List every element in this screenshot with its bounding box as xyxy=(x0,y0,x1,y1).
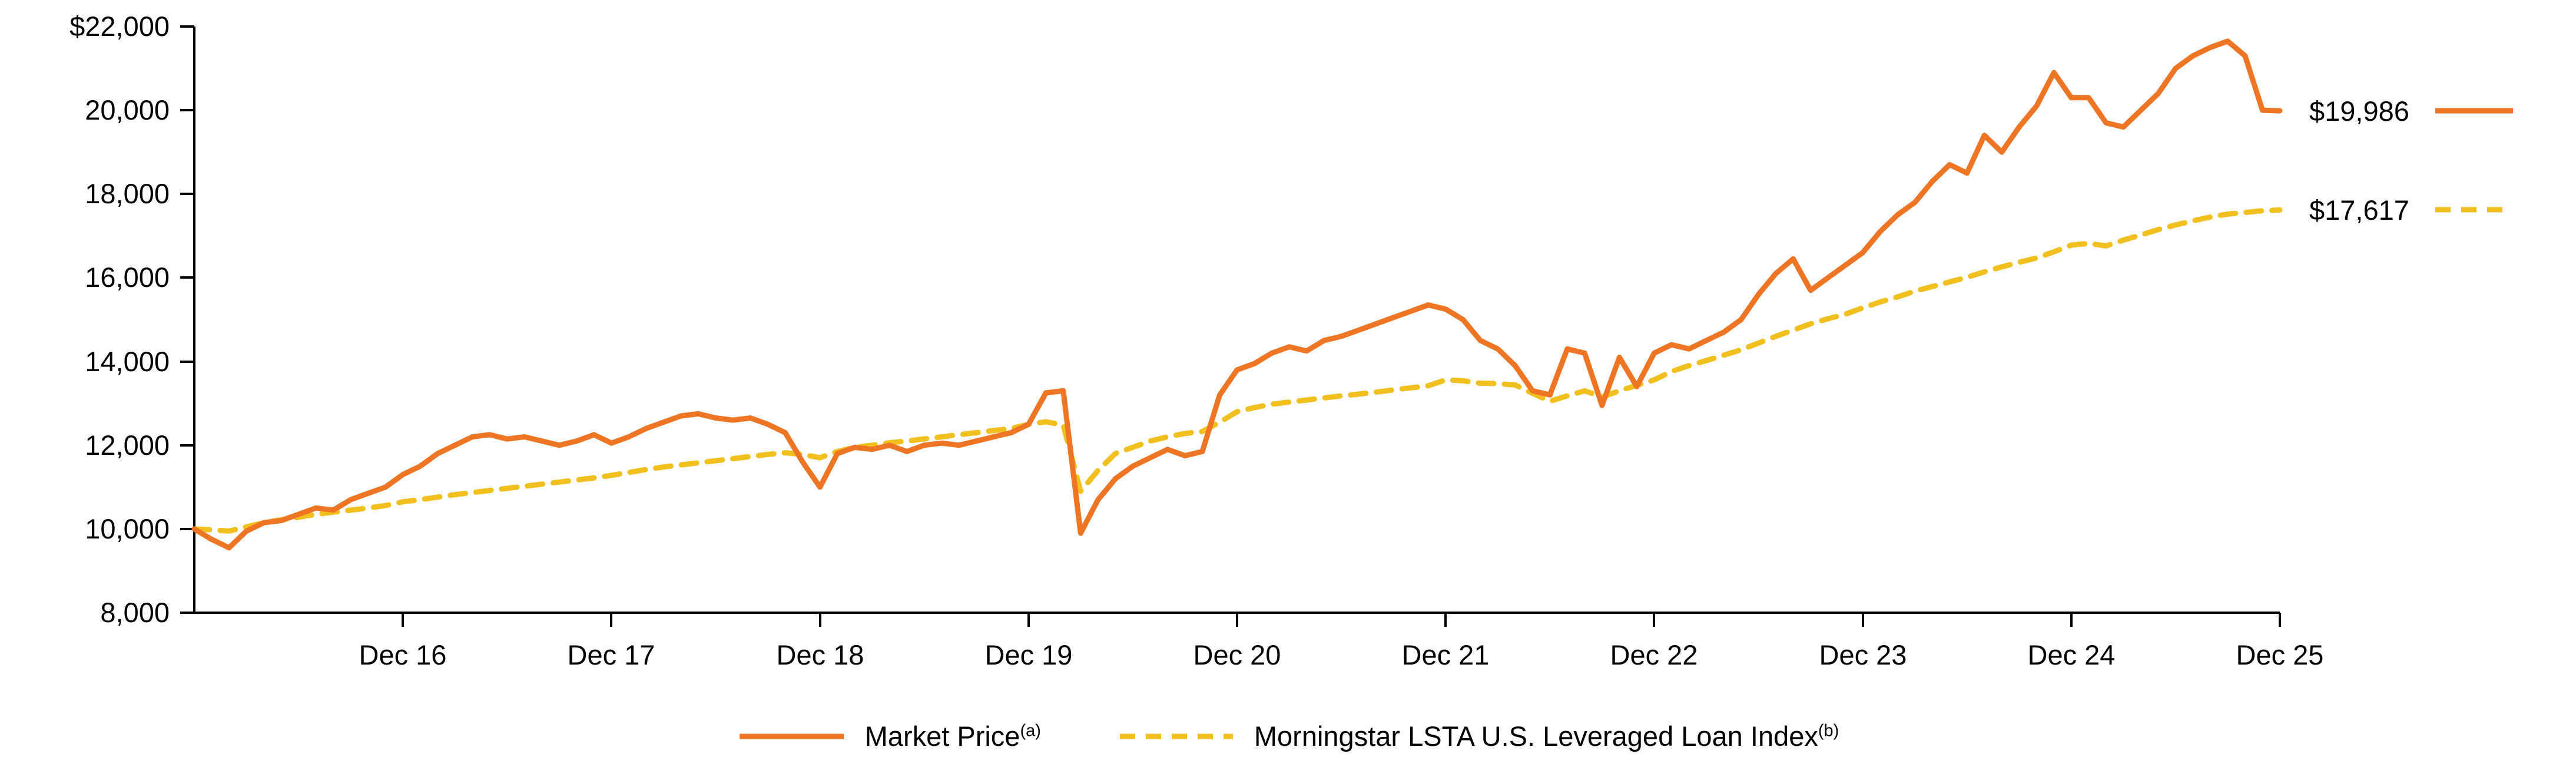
market-price-line-sample xyxy=(739,733,844,739)
y-axis-label: 18,000 xyxy=(85,178,170,209)
x-axis-label: Dec 22 xyxy=(1610,639,1698,670)
market-price-line xyxy=(191,38,2283,551)
x-axis-label: Dec 17 xyxy=(568,639,655,670)
end-label-market: $19,986 xyxy=(2309,95,2513,127)
y-axis: $22,000 20,000 18,000 16,000 14,000 12,0… xyxy=(69,11,195,628)
x-axis-label: Dec 16 xyxy=(359,639,447,670)
legend-label-market-price: Market Price(a) xyxy=(864,721,1041,752)
legend-label-index: Morningstar LSTA U.S. Leveraged Loan Ind… xyxy=(1254,721,1839,752)
y-axis-label: 16,000 xyxy=(85,262,170,293)
y-axis-label: $22,000 xyxy=(69,11,170,42)
legend-item-index: Morningstar LSTA U.S. Leveraged Loan Ind… xyxy=(1118,720,1839,752)
x-axis-label: Dec 18 xyxy=(777,639,864,670)
x-axis-label: Dec 19 xyxy=(985,639,1073,670)
end-value-index: $17,617 xyxy=(2309,194,2409,226)
end-value-market: $19,986 xyxy=(2309,95,2409,127)
y-axis-label: 14,000 xyxy=(85,346,170,377)
y-axis-label: 12,000 xyxy=(85,429,170,461)
x-axis-label: Dec 21 xyxy=(1402,639,1490,670)
x-axis-label: Dec 25 xyxy=(2236,639,2324,670)
footnote-marker-a: (a) xyxy=(1020,721,1041,741)
index-line xyxy=(191,207,2283,534)
x-axis-label: Dec 20 xyxy=(1193,639,1281,670)
x-axis-label: Dec 24 xyxy=(2028,639,2116,670)
x-axis: Dec 16 Dec 17 Dec 18 Dec 19 Dec 20 Dec 2… xyxy=(194,612,2324,670)
legend: Market Price(a) Morningstar LSTA U.S. Le… xyxy=(0,720,2576,752)
x-axis-label: Dec 23 xyxy=(1819,639,1907,670)
end-label-index: $17,617 xyxy=(2309,194,2513,226)
footnote-marker-b: (b) xyxy=(1818,721,1839,741)
y-axis-label: 10,000 xyxy=(85,513,170,544)
legend-item-market-price: Market Price(a) xyxy=(737,720,1041,752)
y-axis-label: 8,000 xyxy=(100,597,170,628)
y-axis-label: 20,000 xyxy=(85,94,170,125)
index-line-sample xyxy=(1119,733,1233,739)
